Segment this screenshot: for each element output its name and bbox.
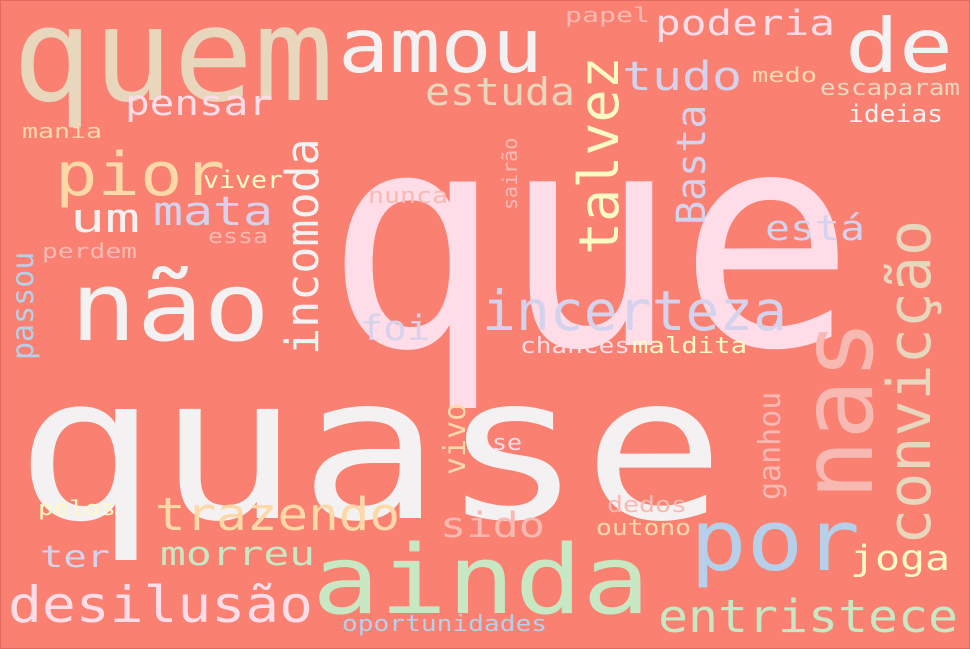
word-23: um [70,196,140,242]
word-17: trazendo [155,488,400,541]
word-16: entristece [658,590,958,643]
word-8: por [690,492,860,591]
word-28: vivo [438,403,473,475]
word-29: ganhou [753,392,788,500]
word-25: está [765,209,865,249]
word-12: pior [55,140,225,210]
word-22: mata [153,189,273,235]
word-9: nas [779,319,896,500]
word-50: oportunidades [342,612,547,637]
word-7: não [70,253,270,363]
word-41: mania [22,119,102,143]
word-34: viver [203,166,283,194]
word-39: escaparam [820,76,960,101]
word-47: pelos [38,496,116,520]
word-21: pensar [125,84,273,124]
word-18: tudo [622,54,742,100]
word-19: poderia [655,4,835,44]
word-43: essa [208,224,268,248]
word-36: sairão [498,138,522,210]
word-1: que [325,67,855,416]
word-31: morreu [160,534,315,573]
word-20: estuda [425,70,575,114]
word-11: incerteza [482,279,787,343]
word-48: dedos [607,493,687,518]
word-40: ideias [848,100,943,128]
word-45: maldita [632,334,747,359]
word-14: incomoda [276,138,329,355]
word-10: convicção [875,220,945,545]
word-3: quem [12,0,334,131]
word-15: desilusão [8,576,313,634]
word-37: papel [565,3,650,27]
word-13: talvez [567,56,631,255]
word-32: joga [850,539,950,579]
word-2: quase [15,333,725,566]
word-5: de [845,2,953,90]
word-26: passou [6,252,41,360]
word-27: foi [360,309,430,349]
word-46: se [492,431,522,456]
word-6: ainda [312,526,650,636]
word-44: chances [520,334,630,359]
word-33: ter [40,540,110,575]
word-35: nunca [368,184,448,209]
word-30: sido [440,506,545,546]
word-38: medo [752,63,817,87]
word-4: amou [338,2,543,90]
word-42: perdem [42,239,137,263]
word-49: outono [596,516,691,541]
word-24: Basta [669,105,715,225]
